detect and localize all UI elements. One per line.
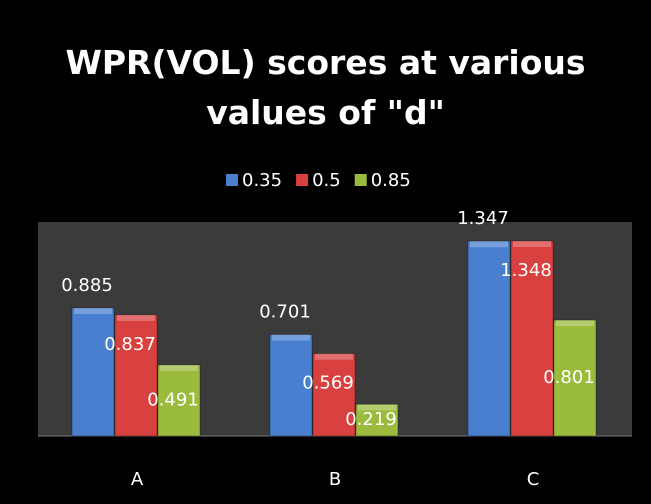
bar bbox=[467, 240, 511, 437]
x-tick-label: A bbox=[131, 469, 144, 490]
data-label: 0.885 bbox=[61, 275, 113, 296]
bar bbox=[510, 240, 554, 437]
x-tick-label: C bbox=[527, 469, 540, 490]
legend-label: 0.35 bbox=[242, 170, 282, 191]
data-label: 0.701 bbox=[259, 302, 311, 323]
bar-highlight bbox=[74, 307, 112, 314]
bar bbox=[355, 403, 399, 437]
bar bbox=[157, 364, 201, 437]
bar-highlight bbox=[272, 334, 310, 341]
legend-swatch bbox=[226, 174, 238, 186]
bar bbox=[269, 334, 313, 437]
bar-highlight bbox=[315, 353, 353, 360]
legend-swatch bbox=[354, 174, 367, 186]
chart-title: WPR(VOL) scores at various values of "d" bbox=[65, 43, 586, 132]
bar-highlight bbox=[556, 320, 594, 327]
data-label: 0.837 bbox=[104, 334, 156, 355]
bar-highlight bbox=[117, 314, 155, 321]
bar bbox=[553, 319, 597, 437]
data-label: 1.348 bbox=[500, 260, 552, 281]
bar bbox=[71, 307, 115, 437]
bar-highlight bbox=[513, 241, 551, 247]
data-label: 0.569 bbox=[302, 373, 354, 394]
bar bbox=[114, 314, 158, 437]
bar bbox=[312, 353, 356, 437]
data-label: 0.219 bbox=[345, 409, 397, 430]
data-label: 0.801 bbox=[543, 367, 595, 388]
bar-highlight bbox=[160, 364, 198, 371]
legend-swatch bbox=[296, 174, 309, 186]
data-label: 1.347 bbox=[457, 208, 509, 229]
data-label: 0.491 bbox=[147, 389, 199, 410]
x-tick-label: B bbox=[329, 469, 341, 490]
bar-highlight bbox=[358, 404, 396, 411]
bar-highlight bbox=[470, 241, 508, 248]
legend-label: 0.5 bbox=[312, 170, 341, 191]
legend-label: 0.85 bbox=[371, 170, 411, 191]
